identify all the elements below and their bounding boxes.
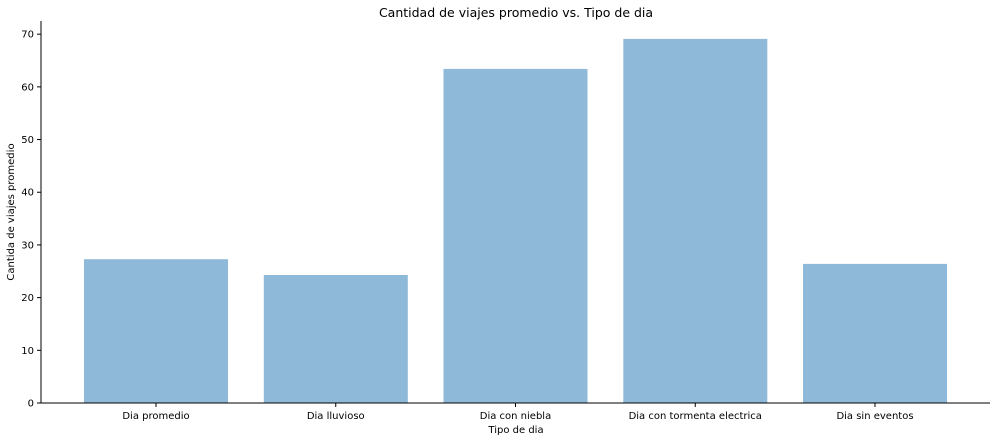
y-ticks-group: 0 10 20 30 40 50 60 70: [21, 30, 41, 410]
x-tick-label: Dia sin eventos: [836, 411, 913, 422]
bars-group: [84, 38, 947, 404]
bar-5: [803, 263, 947, 403]
y-tick-label: 20: [21, 293, 34, 304]
x-tick-label: Dia lluvioso: [307, 411, 365, 422]
x-tick-label: Dia con tormenta electrica: [629, 411, 762, 422]
bar-4: [623, 38, 768, 404]
y-tick-label: 0: [28, 399, 34, 410]
y-tick-label: 70: [21, 30, 34, 41]
bar-1: [84, 259, 228, 403]
x-tick-label: Dia con niebla: [480, 411, 551, 422]
y-tick-label: 30: [21, 240, 34, 251]
x-tick-label: Dia promedio: [122, 411, 189, 422]
y-tick-label: 50: [21, 135, 34, 146]
y-tick-label: 10: [21, 346, 34, 357]
chart-title: Cantidad de viajes promedio vs. Tipo de …: [379, 5, 653, 20]
x-axis-label: Tipo de dia: [487, 425, 543, 436]
y-tick-label: 60: [21, 82, 34, 93]
x-ticks-group: Dia promedio Dia lluvioso Dia con niebla Di…: [122, 403, 914, 422]
bar-3: [443, 68, 588, 404]
y-tick-label: 40: [21, 188, 34, 199]
bar-2: [263, 275, 408, 403]
y-axis-label: Cantida de viajes promedio: [6, 143, 17, 280]
